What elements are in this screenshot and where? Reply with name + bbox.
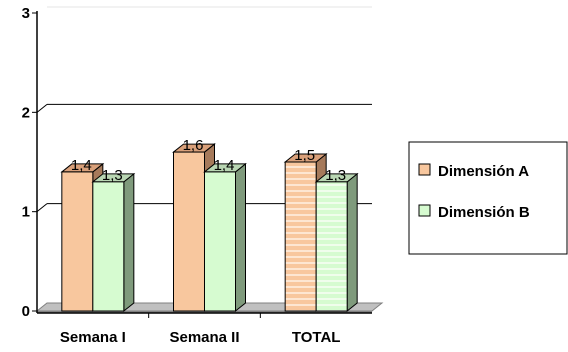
y-tick-label: 2 (22, 104, 30, 121)
bar (204, 171, 236, 312)
x-tick-label: Semana II (169, 329, 239, 346)
y-tick-label: 1 (22, 204, 30, 221)
gridline-depth (36, 203, 48, 213)
bar (315, 181, 348, 312)
bar (173, 151, 205, 312)
x-tick-label: TOTAL (292, 329, 341, 346)
legend-box (408, 141, 568, 255)
bar-side (123, 172, 135, 313)
data-label: 1,6 (183, 137, 204, 154)
data-label: 1,4 (214, 157, 235, 174)
legend-label: Dimensión A (438, 163, 529, 180)
legend-swatch (418, 163, 431, 176)
y-tick-label: 0 (22, 303, 30, 320)
data-label: 1,4 (71, 157, 92, 174)
bar (61, 171, 94, 312)
bar-side (346, 172, 358, 313)
data-label: 1,3 (325, 167, 346, 184)
bar (92, 181, 125, 312)
data-label: 1,3 (102, 167, 123, 184)
legend-swatch (418, 204, 431, 217)
bar (284, 161, 317, 312)
legend-label: Dimensión B (438, 204, 530, 221)
bar-side (235, 162, 246, 313)
x-tick-label: Semana I (60, 329, 126, 346)
gridline-depth (36, 103, 48, 113)
data-label: 1,5 (294, 147, 315, 164)
y-tick-label: 3 (22, 5, 30, 22)
